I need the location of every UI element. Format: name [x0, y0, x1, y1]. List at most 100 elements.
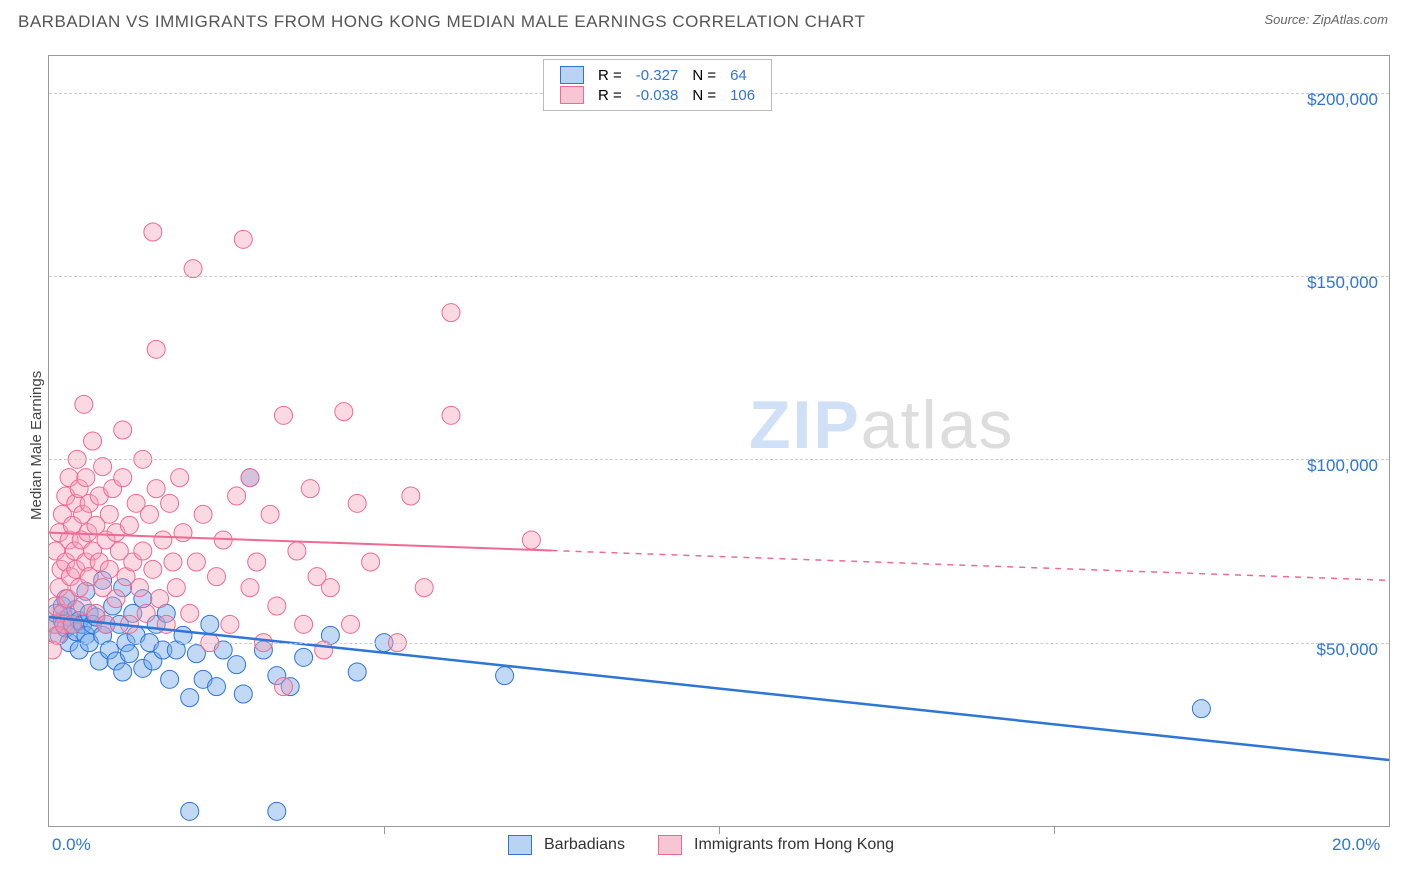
data-point — [348, 663, 366, 681]
data-point — [94, 458, 112, 476]
data-point — [261, 505, 279, 523]
data-point — [130, 579, 148, 597]
legend-r-label: R = — [592, 66, 628, 84]
data-point — [522, 531, 540, 549]
data-point — [161, 670, 179, 688]
series-legend-1: Barbadians — [508, 835, 625, 855]
data-point — [234, 685, 252, 703]
data-point — [194, 505, 212, 523]
plot-svg — [49, 56, 1389, 826]
data-point — [248, 553, 266, 571]
chart-source: Source: ZipAtlas.com — [1264, 12, 1388, 32]
data-point — [241, 579, 259, 597]
data-point — [114, 421, 132, 439]
data-point — [362, 553, 380, 571]
legend-n-value: 106 — [724, 86, 761, 104]
data-point — [335, 403, 353, 421]
legend-r-value: -0.038 — [630, 86, 685, 104]
x-tick-label: 0.0% — [52, 835, 91, 855]
data-point — [154, 531, 172, 549]
data-point — [84, 432, 102, 450]
trend-line-dashed — [552, 551, 1390, 581]
data-point — [144, 560, 162, 578]
grid-line — [49, 276, 1389, 277]
data-point — [496, 667, 514, 685]
legend-r-label: R = — [592, 86, 628, 104]
data-point — [201, 615, 219, 633]
x-tick-label: 20.0% — [1332, 835, 1380, 855]
data-point — [442, 406, 460, 424]
data-point — [174, 626, 192, 644]
data-point — [442, 304, 460, 322]
data-point — [342, 615, 360, 633]
data-point — [415, 579, 433, 597]
correlation-legend: R =-0.327N =64R =-0.038N =106 — [543, 59, 772, 111]
data-point — [75, 395, 93, 413]
legend-label-2: Immigrants from Hong Kong — [694, 836, 894, 854]
grid-line — [49, 459, 1389, 460]
legend-swatch — [560, 86, 584, 104]
data-point — [100, 560, 118, 578]
data-point — [321, 579, 339, 597]
data-point — [161, 494, 179, 512]
correlation-legend-table: R =-0.327N =64R =-0.038N =106 — [552, 64, 763, 106]
x-tick — [1054, 826, 1055, 834]
data-point — [114, 469, 132, 487]
data-point — [275, 678, 293, 696]
grid-line — [49, 643, 1389, 644]
source-prefix: Source: — [1264, 12, 1312, 27]
legend-n-label: N = — [686, 66, 722, 84]
y-axis-label: Median Male Earnings — [28, 371, 45, 520]
data-point — [268, 597, 286, 615]
source-name: ZipAtlas.com — [1313, 12, 1388, 27]
data-point — [187, 553, 205, 571]
data-point — [288, 542, 306, 560]
legend-n-value: 64 — [724, 66, 761, 84]
data-point — [120, 645, 138, 663]
x-tick — [384, 826, 385, 834]
data-point — [151, 590, 169, 608]
chart-header: BARBADIAN VS IMMIGRANTS FROM HONG KONG M… — [0, 0, 1406, 36]
chart-title: BARBADIAN VS IMMIGRANTS FROM HONG KONG M… — [18, 12, 865, 32]
legend-n-label: N = — [686, 86, 722, 104]
data-point — [77, 469, 95, 487]
data-point — [241, 469, 259, 487]
y-tick-label: $50,000 — [1278, 640, 1378, 660]
data-point — [315, 641, 333, 659]
y-tick-label: $200,000 — [1278, 90, 1378, 110]
x-tick — [719, 826, 720, 834]
data-point — [171, 469, 189, 487]
data-point — [164, 553, 182, 571]
data-point — [174, 524, 192, 542]
data-point — [181, 802, 199, 820]
chart-container: BARBADIAN VS IMMIGRANTS FROM HONG KONG M… — [0, 0, 1406, 892]
data-point — [301, 480, 319, 498]
data-point — [275, 406, 293, 424]
data-point — [221, 615, 239, 633]
data-point — [167, 579, 185, 597]
y-tick-label: $150,000 — [1278, 273, 1378, 293]
data-point — [348, 494, 366, 512]
data-point — [208, 568, 226, 586]
data-point — [234, 230, 252, 248]
data-point — [141, 505, 159, 523]
data-point — [144, 223, 162, 241]
series-legend-2: Immigrants from Hong Kong — [658, 835, 894, 855]
data-point — [147, 340, 165, 358]
data-point — [228, 656, 246, 674]
data-point — [228, 487, 246, 505]
data-point — [208, 678, 226, 696]
data-point — [295, 615, 313, 633]
legend-row: R =-0.327N =64 — [554, 66, 761, 84]
data-point — [402, 487, 420, 505]
data-point — [114, 663, 132, 681]
data-point — [120, 516, 138, 534]
scatter-plot: ZIPatlas — [48, 55, 1390, 827]
data-point — [181, 604, 199, 622]
data-point — [1192, 700, 1210, 718]
legend-r-value: -0.327 — [630, 66, 685, 84]
data-point — [268, 802, 286, 820]
legend-row: R =-0.038N =106 — [554, 86, 761, 104]
legend-swatch-1 — [508, 835, 532, 855]
data-point — [181, 689, 199, 707]
